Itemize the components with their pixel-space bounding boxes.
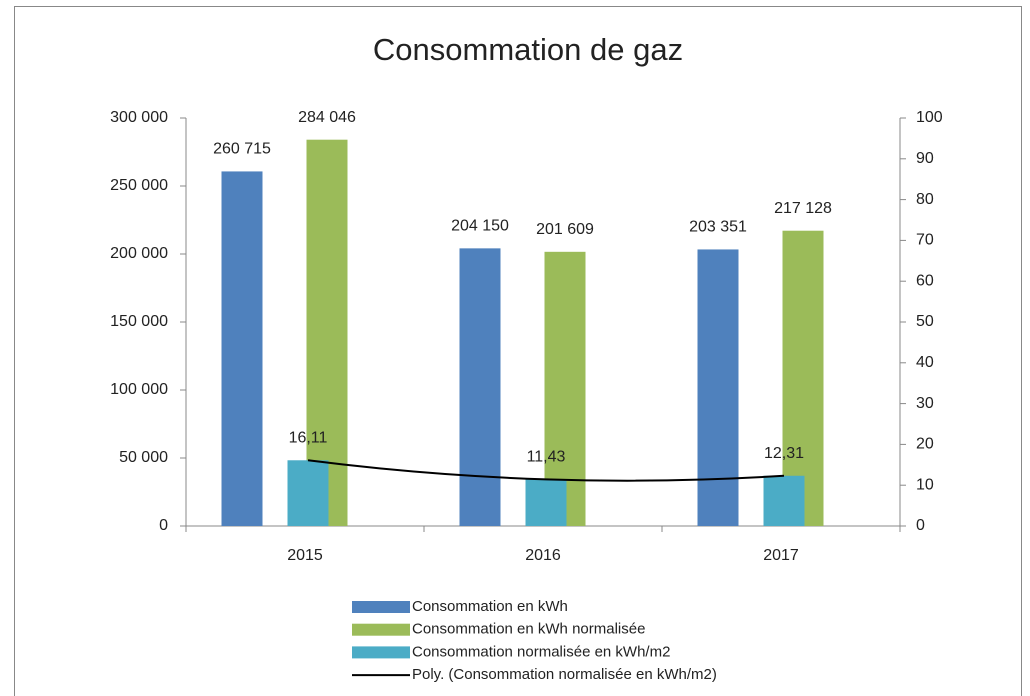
y-tick-label: 250 000 <box>110 177 168 194</box>
bar <box>221 171 263 526</box>
data-label: 217 128 <box>774 200 832 217</box>
legend-label: Consommation normalisée en kWh/m2 <box>412 643 670 660</box>
data-label: 284 046 <box>298 109 356 126</box>
y2-tick-label: 70 <box>916 232 934 249</box>
y2-tick-label: 20 <box>916 436 934 453</box>
y2-tick-label: 50 <box>916 313 934 330</box>
y-tick-label: 100 000 <box>110 381 168 398</box>
data-label: 11,43 <box>527 449 566 466</box>
chart-title: Consommation de gaz <box>373 32 683 67</box>
bar <box>763 475 805 526</box>
legend-swatch <box>352 601 410 613</box>
bar <box>697 249 739 527</box>
y2-tick-label: 10 <box>916 476 934 493</box>
legend-label: Consommation en kWh normalisée <box>412 621 645 638</box>
y2-tick-label: 90 <box>916 150 934 167</box>
data-label: 12,31 <box>764 445 804 462</box>
y2-tick-label: 60 <box>916 272 934 289</box>
y-tick-label: 200 000 <box>110 245 168 262</box>
data-label: 201 609 <box>536 221 594 238</box>
data-label: 203 351 <box>689 219 747 236</box>
y-tick-label: 50 000 <box>119 449 168 466</box>
legend-swatch <box>352 646 410 659</box>
y2-tick-label: 100 <box>916 109 943 126</box>
y2-tick-label: 0 <box>916 517 925 534</box>
y-tick-label: 0 <box>159 517 168 534</box>
data-label: 204 150 <box>451 218 509 235</box>
chart-frame <box>14 6 1022 696</box>
legend-label: Poly. (Consommation normalisée en kWh/m2… <box>412 666 717 683</box>
legend-swatch <box>352 623 410 636</box>
x-tick-label: 2016 <box>525 547 561 564</box>
data-label: 260 715 <box>213 141 271 158</box>
x-tick-label: 2015 <box>287 547 323 564</box>
x-tick-label: 2017 <box>763 547 799 564</box>
y2-tick-label: 40 <box>916 354 934 371</box>
bar <box>525 479 567 526</box>
bar <box>459 248 501 526</box>
legend-label: Consommation en kWh <box>412 598 568 615</box>
y2-tick-label: 80 <box>916 191 934 208</box>
data-label: 16,11 <box>289 429 328 446</box>
y-tick-label: 150 000 <box>110 313 168 330</box>
y-tick-label: 300 000 <box>110 109 168 126</box>
trendline <box>307 459 785 482</box>
bar <box>287 460 329 526</box>
y2-tick-label: 30 <box>916 395 934 412</box>
